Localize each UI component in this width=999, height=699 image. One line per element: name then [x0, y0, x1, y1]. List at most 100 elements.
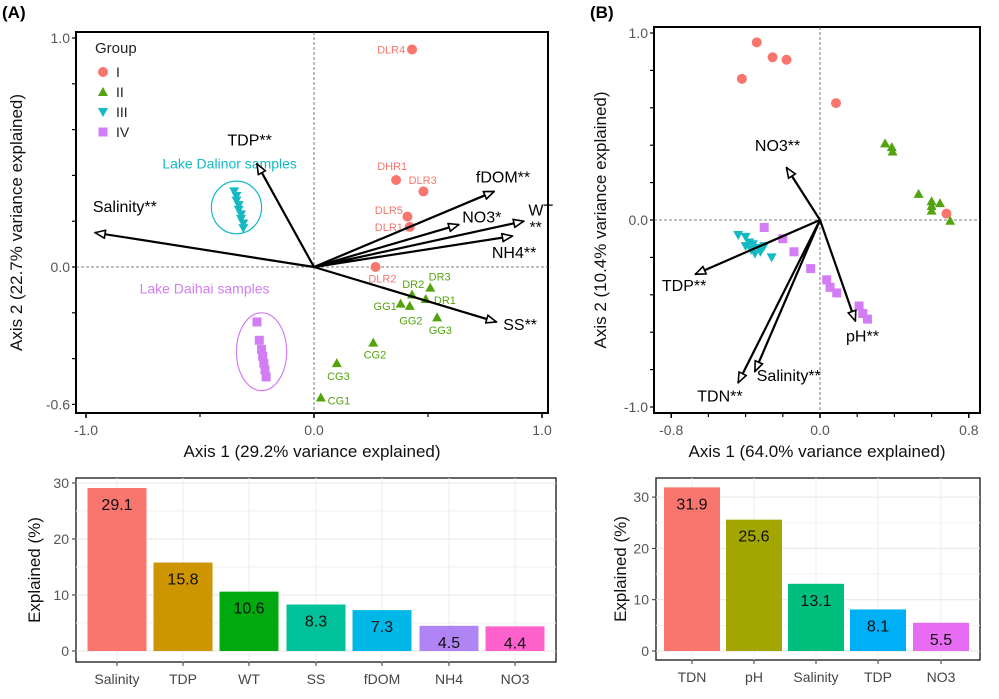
- bar-tdp: [850, 609, 906, 651]
- y-axis-title: Axis 2 (10.4% variance explained): [591, 91, 610, 348]
- annotation-label: Lake Daihai samples: [140, 280, 270, 296]
- x-tick-label: fDOM: [364, 671, 401, 687]
- arrow-label: fDOM**: [476, 169, 530, 186]
- x-tick-label: NH4: [435, 671, 463, 687]
- rda-plot-b: -0.8 0.0 0.8 -1.0 0.0 1.0 Axis 1 (64.0% varian…: [591, 25, 981, 461]
- point-label: DLR1: [375, 222, 403, 234]
- data-point-group-I: [736, 73, 747, 84]
- data-point-group-II: [913, 188, 924, 198]
- bar-no3: [485, 626, 545, 651]
- arrow-label: NH4**: [492, 245, 536, 262]
- legend-label: III: [116, 104, 128, 120]
- data-point-group-II: [887, 146, 898, 156]
- data-point-group-II: [315, 392, 326, 402]
- data-point-group-II: [880, 138, 891, 148]
- data-point-group-IV: [258, 351, 268, 361]
- data-point-group-III: [238, 219, 249, 229]
- data-point-group-III: [233, 205, 244, 215]
- biplot-arrow: [313, 265, 496, 322]
- biplot-arrow: [737, 219, 821, 383]
- rda-plot-a: -1.0 0.0 1.0 -0.6 0.0 1.0 Axis 1 (29.2% varian…: [7, 30, 553, 461]
- x-tick-label: SS: [307, 671, 326, 687]
- sample-ellipse: [210, 180, 263, 235]
- panel-label-a: (A): [2, 3, 26, 22]
- data-point-group-III: [766, 253, 777, 263]
- bar-no3: [913, 622, 969, 651]
- data-point-group-IV: [257, 344, 267, 354]
- data-point-group-IV: [252, 317, 262, 327]
- data-point-group-III: [236, 214, 247, 224]
- data-point-group-III: [231, 192, 242, 202]
- data-point-group-IV: [254, 335, 264, 345]
- x-tick-label: TDN: [678, 669, 707, 685]
- arrow-label: TDP**: [662, 278, 706, 295]
- data-point-group-II: [926, 196, 937, 206]
- point-label: DLR5: [375, 205, 403, 217]
- bar-value-label: 15.8: [167, 572, 198, 589]
- biplot-arrow: [787, 168, 821, 221]
- data-point-group-I: [402, 211, 413, 222]
- data-point-group-IV: [778, 234, 788, 244]
- arrow-label: **: [529, 220, 541, 237]
- data-point-group-IV: [862, 314, 872, 324]
- data-point-group-IV: [261, 372, 271, 382]
- bar-tdp: [153, 562, 213, 651]
- biplot-arrow: [313, 190, 494, 269]
- biplot-arrow: [95, 233, 315, 269]
- bar-value-label: 5.5: [930, 632, 952, 649]
- y-axis-title: Explained (%): [25, 517, 44, 623]
- x-tick-label: Salinity: [94, 671, 139, 687]
- bar-value-label: 8.1: [867, 618, 889, 635]
- data-point-group-II: [425, 282, 436, 292]
- biplot-arrow: [313, 221, 524, 269]
- data-point-group-I: [767, 52, 778, 63]
- arrow-label: pH**: [846, 329, 879, 346]
- biplot-arrow: [313, 225, 459, 269]
- arrow-label: WT: [528, 202, 553, 219]
- point-label: DR3: [429, 272, 451, 284]
- data-point-group-IV: [832, 288, 842, 298]
- data-point-group-IV: [854, 301, 864, 311]
- data-point-group-III: [740, 242, 751, 252]
- sample-ellipse: [235, 312, 288, 392]
- y-axis-title: Explained (%): [611, 516, 630, 622]
- data-point-group-I: [391, 174, 402, 185]
- point-label: CG2: [364, 350, 387, 362]
- data-point-group-IV: [822, 275, 832, 285]
- y-tick-label: 0.0: [629, 212, 649, 228]
- data-point-group-III: [749, 249, 760, 259]
- bar-ph: [726, 519, 782, 651]
- point-label: DLR3: [409, 175, 437, 187]
- x-tick-label: -1.0: [74, 422, 98, 438]
- point-label: DLR2: [368, 273, 396, 285]
- x-tick-label: pH: [745, 669, 763, 685]
- data-point-group-II: [934, 198, 945, 208]
- point-label: DR2: [402, 279, 424, 291]
- arrow-label: NO3**: [755, 138, 800, 155]
- data-point-group-II: [926, 200, 937, 210]
- x-tick-label: TDP: [169, 671, 197, 687]
- biplot-arrow: [313, 236, 512, 269]
- x-tick-label: 0.8: [959, 422, 979, 438]
- annotation-label: Lake Dalinor samples: [162, 156, 297, 172]
- data-point-group-II: [432, 312, 443, 322]
- y-tick-label: 0: [61, 643, 69, 659]
- point-label: DLR4: [377, 44, 405, 56]
- legend-title: Group: [95, 40, 137, 57]
- x-tick-label: Salinity: [793, 669, 838, 685]
- arrow-label: NO3*: [462, 209, 501, 226]
- point-label: CG1: [328, 395, 351, 407]
- arrow-label: TDP**: [227, 133, 271, 150]
- bar-wt: [219, 591, 279, 651]
- data-point-group-II: [395, 298, 406, 308]
- x-tick-label: NO3: [501, 671, 530, 687]
- arrow-label: Salinity**: [93, 199, 157, 216]
- point-label: CG3: [327, 371, 350, 383]
- data-point-group-II: [886, 142, 897, 152]
- data-point-group-IV: [825, 282, 835, 292]
- y-tick-label: -1.0: [624, 399, 648, 415]
- data-point-group-II: [404, 300, 415, 310]
- y-axis-title: Axis 2 (22.7% variance explained): [7, 94, 26, 351]
- bar-salinity: [87, 488, 147, 651]
